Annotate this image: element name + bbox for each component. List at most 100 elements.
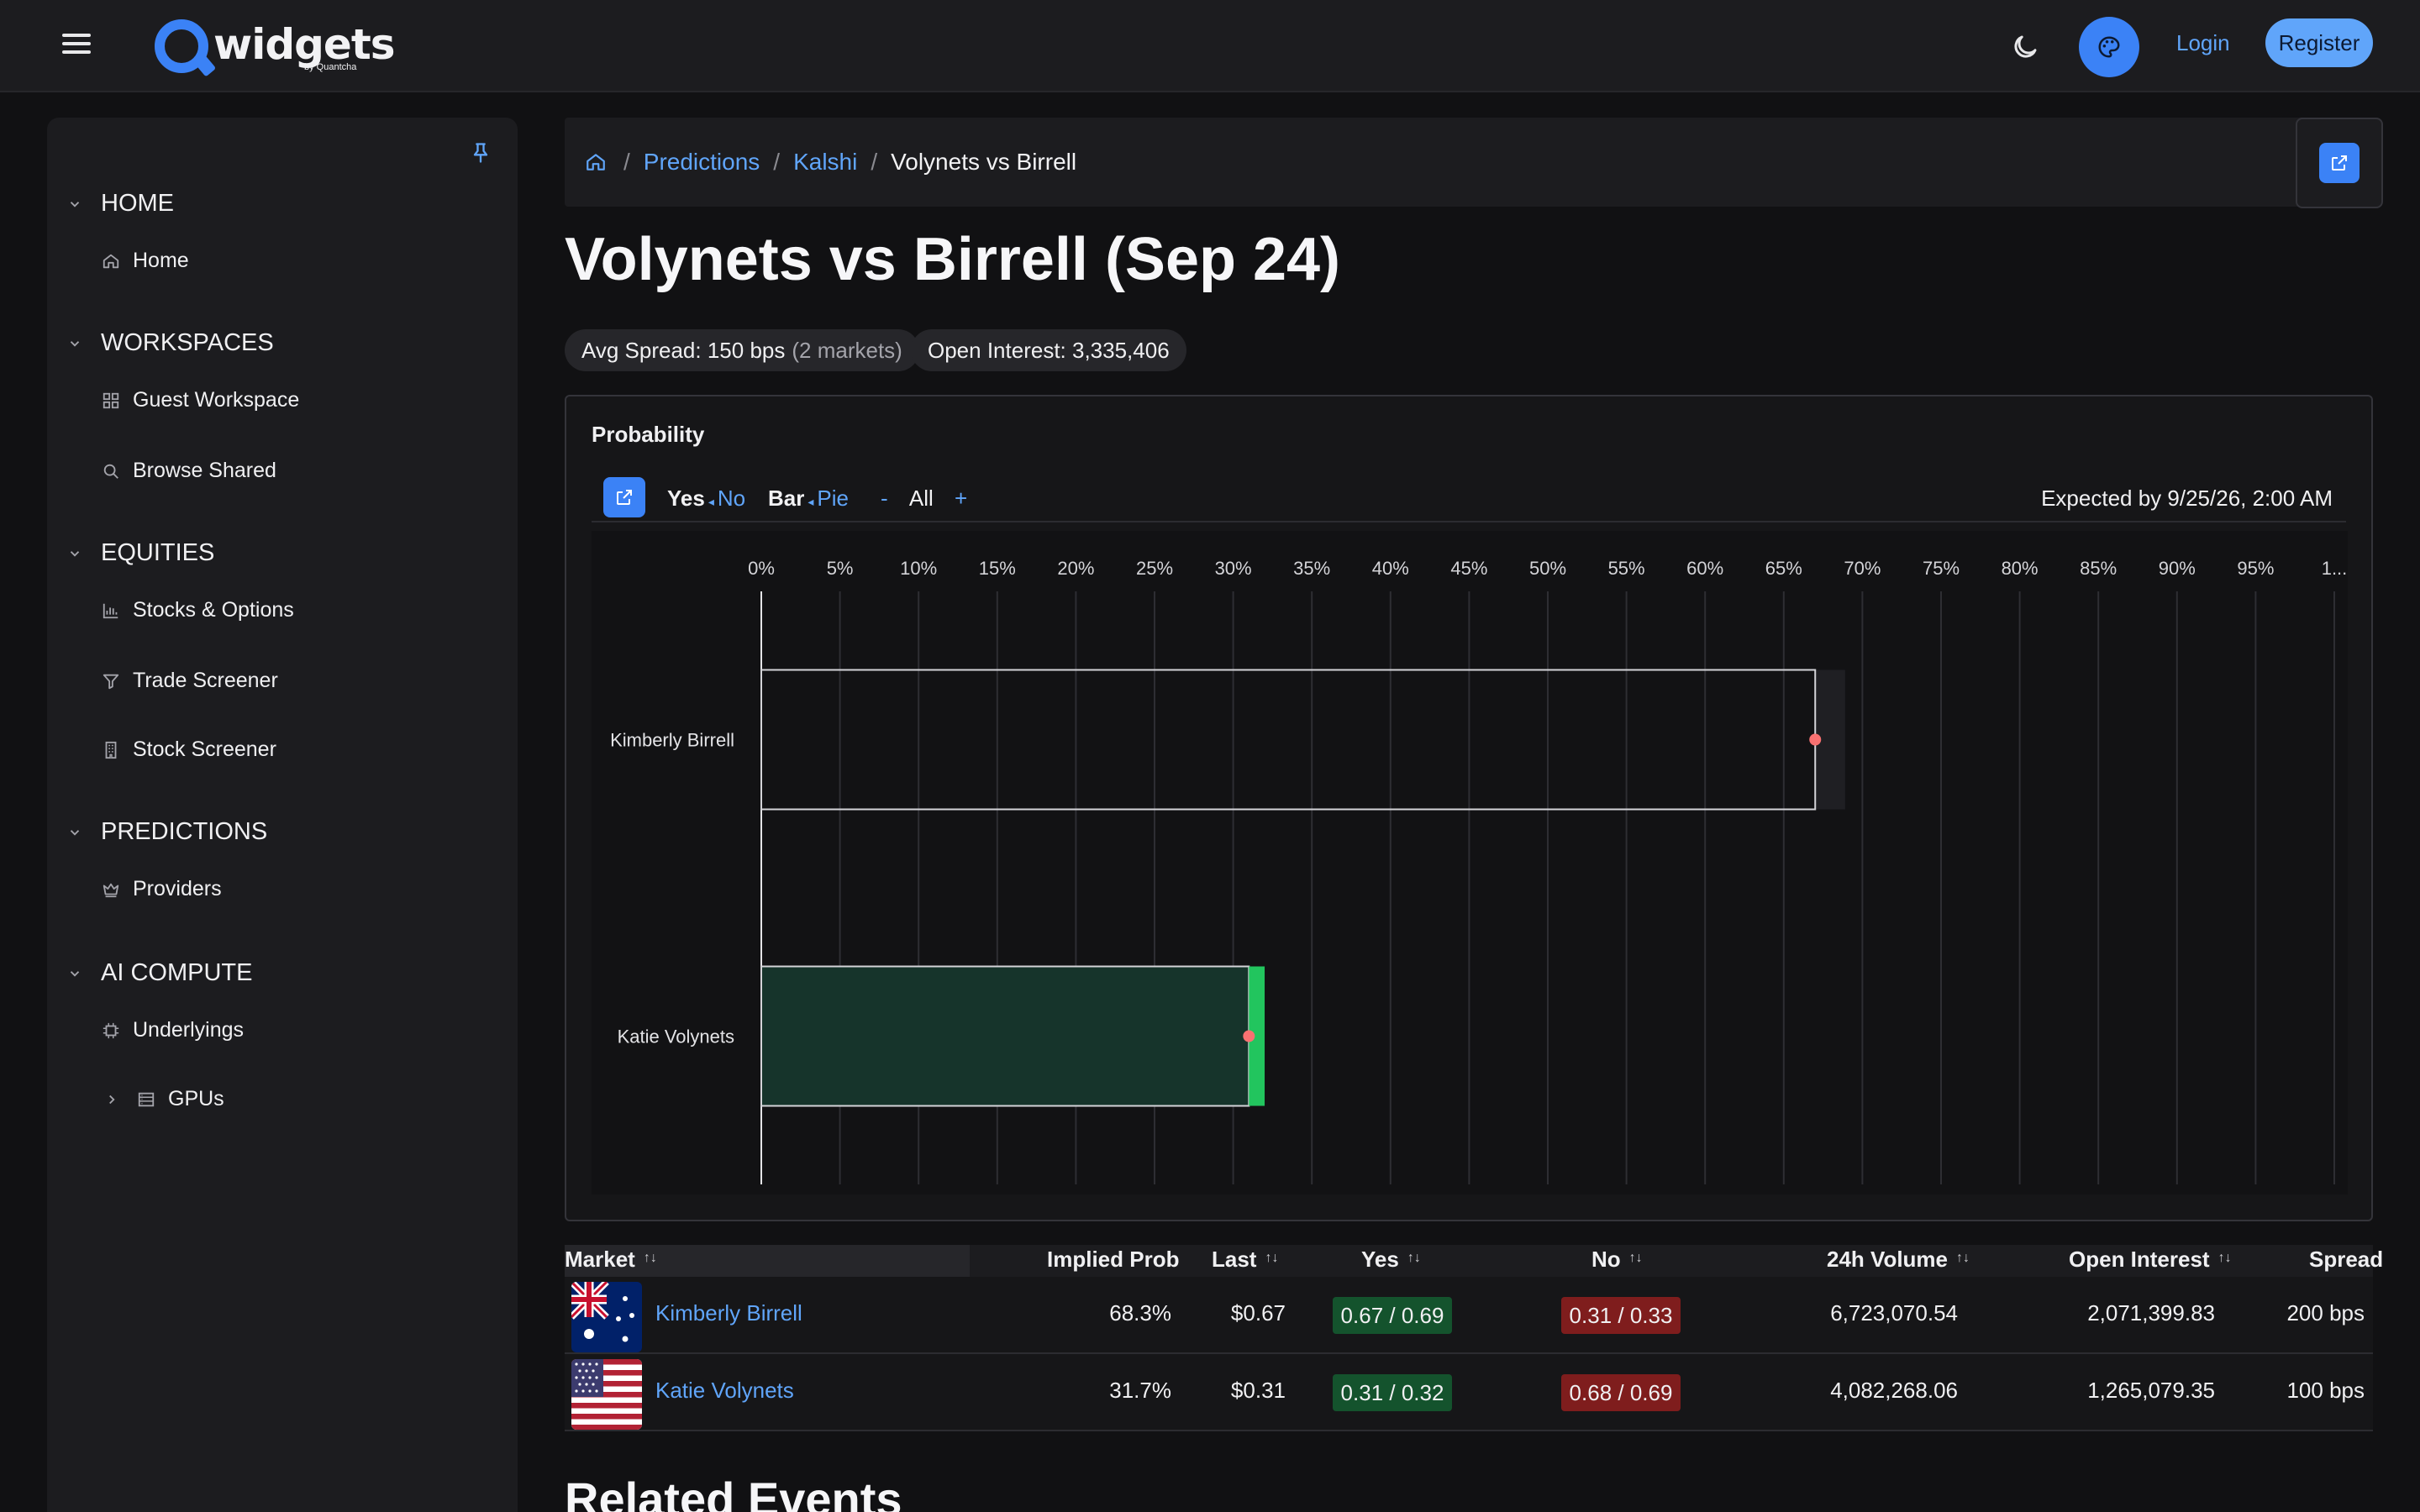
- header-no[interactable]: No ↑↓: [1591, 1247, 1643, 1272]
- section-home[interactable]: HOME: [67, 190, 174, 218]
- sidebar-item-gpus[interactable]: GPUs: [104, 1087, 224, 1111]
- x-tick-label: 35%: [1293, 558, 1330, 579]
- logo-text: widgets: [213, 20, 395, 69]
- section-predictions[interactable]: PREDICTIONS: [67, 818, 267, 846]
- x-tick-label: 85%: [2080, 558, 2117, 579]
- toggle-yes[interactable]: Yes: [667, 486, 705, 511]
- range-plus-button[interactable]: +: [955, 486, 968, 511]
- open-interest-badge: Open Interest: 3,335,406: [911, 329, 1186, 371]
- x-tick-label: 70%: [1844, 558, 1881, 579]
- chevron-down-icon: [70, 340, 80, 347]
- sidebar-item-stocks-options[interactable]: Stocks & Options: [101, 598, 294, 622]
- header-yes[interactable]: Yes ↑↓: [1361, 1247, 1421, 1272]
- breadcrumb-predictions[interactable]: Predictions: [643, 149, 760, 175]
- sidebar-item-guest-workspace[interactable]: Guest Workspace: [101, 388, 299, 412]
- pin-icon[interactable]: [469, 141, 492, 165]
- menu-icon[interactable]: [62, 34, 91, 59]
- toggle-no[interactable]: No: [717, 486, 746, 511]
- sidebar-item-label: Stock Screener: [133, 738, 276, 761]
- last-price-marker: [1243, 1030, 1255, 1042]
- section-home-title: HOME: [101, 190, 174, 217]
- breadcrumb-current: Volynets vs Birrell: [891, 149, 1077, 175]
- bar-spread-range: [1249, 966, 1265, 1106]
- section-workspaces[interactable]: WORKSPACES: [67, 329, 274, 357]
- header-open-interest[interactable]: Open Interest ↑↓: [2069, 1247, 2232, 1272]
- server-icon: [136, 1089, 156, 1110]
- search-icon: [101, 461, 121, 481]
- register-button[interactable]: Register: [2265, 18, 2373, 67]
- sidebar-item-home[interactable]: Home: [101, 249, 189, 273]
- sort-icon: ↑↓: [1628, 1251, 1643, 1265]
- x-tick-label: 45%: [1450, 558, 1487, 579]
- sidebar-item-label: GPUs: [168, 1087, 224, 1110]
- x-tick-label: 1...: [2322, 558, 2348, 579]
- breadcrumb-separator: /: [773, 149, 781, 175]
- header-market[interactable]: Market ↑↓: [565, 1247, 657, 1272]
- yes-price-badge: 0.31 / 0.32: [1333, 1374, 1452, 1411]
- section-workspaces-title: WORKSPACES: [101, 329, 274, 356]
- no-price-badge: 0.68 / 0.69: [1561, 1374, 1681, 1411]
- range-all[interactable]: All: [908, 486, 934, 511]
- sidebar-item-trade-screener[interactable]: Trade Screener: [101, 669, 278, 693]
- implied-prob-cell: 68.3%: [1109, 1300, 1171, 1326]
- card-title: Probability: [592, 422, 705, 447]
- popout-container: [2296, 118, 2383, 208]
- login-link[interactable]: Login: [2176, 30, 2230, 55]
- breadcrumb-kalshi[interactable]: Kalshi: [793, 149, 858, 175]
- logo[interactable]: widgets by Quantcha: [155, 18, 395, 74]
- section-predictions-title: PREDICTIONS: [101, 818, 268, 845]
- sidebar-item-label: Underlyings: [133, 1018, 245, 1042]
- filter-icon: [101, 671, 121, 691]
- x-tick-label: 5%: [827, 558, 854, 579]
- toggle-pie[interactable]: Pie: [817, 486, 849, 511]
- section-ai-compute[interactable]: AI COMPUTE: [67, 959, 252, 987]
- sidebar-item-providers[interactable]: Providers: [101, 877, 222, 901]
- market-name-link[interactable]: Kimberly Birrell: [655, 1300, 802, 1326]
- toggle-bar[interactable]: Bar: [768, 486, 805, 511]
- table-header: Market ↑↓ Implied Prob Last ↑↓ Yes ↑↓ No ↑↓ …: [565, 1245, 2383, 1277]
- last-price-marker: [1809, 733, 1822, 746]
- section-equities[interactable]: EQUITIES: [67, 539, 214, 567]
- volume-cell: 6,723,070.54: [1830, 1300, 1958, 1326]
- sidebar-item-label: Trade Screener: [133, 669, 278, 692]
- range-minus-button[interactable]: -: [881, 486, 888, 511]
- chart-popout-button[interactable]: [603, 477, 645, 517]
- volume-cell: 4,082,268.06: [1830, 1378, 1958, 1403]
- toggle-arrow-icon: ◂: [808, 495, 814, 508]
- table-row[interactable]: Katie Volynets 31.7% $0.31 0.31 / 0.32 0…: [565, 1354, 2373, 1431]
- x-tick-label: 10%: [900, 558, 937, 579]
- open-interest-value: Open Interest: 3,335,406: [928, 337, 1170, 363]
- sidebar-item-browse-shared[interactable]: Browse Shared: [101, 459, 276, 483]
- external-link-icon: [2332, 155, 2347, 171]
- market-name-link[interactable]: Katie Volynets: [655, 1378, 794, 1403]
- theme-palette-button[interactable]: [2079, 17, 2139, 77]
- sidebar-item-label: Guest Workspace: [133, 388, 300, 412]
- table-row[interactable]: Kimberly Birrell 68.3% $0.67 0.67 / 0.69…: [565, 1277, 2373, 1354]
- last-price-cell: $0.67: [1230, 1300, 1286, 1326]
- header-implied-prob: Implied Prob: [1047, 1247, 1180, 1272]
- home-icon[interactable]: [585, 151, 607, 173]
- x-tick-label: 0%: [748, 558, 775, 579]
- toggle-arrow-icon: ◂: [708, 495, 714, 508]
- markets-table: Market ↑↓ Implied Prob Last ↑↓ Yes ↑↓ No ↑↓ …: [565, 1245, 2383, 1431]
- avg-spread-value: Avg Spread: 150 bps: [581, 337, 786, 363]
- breadcrumb-separator: /: [871, 149, 878, 175]
- sidebar-item-underlyings[interactable]: Underlyings: [101, 1018, 244, 1042]
- section-equities-title: EQUITIES: [101, 539, 215, 566]
- australia-flag-icon: [571, 1282, 642, 1352]
- home-icon: [101, 251, 121, 271]
- x-tick-label: 25%: [1136, 558, 1173, 579]
- header-24h-volume[interactable]: 24h Volume ↑↓: [1827, 1247, 1970, 1272]
- bar: [760, 965, 1250, 1107]
- sidebar-item-label: Stocks & Options: [133, 598, 294, 622]
- sidebar-item-stock-screener[interactable]: Stock Screener: [101, 738, 276, 762]
- header-last[interactable]: Last ↑↓: [1212, 1247, 1279, 1272]
- moon-icon[interactable]: [2010, 32, 2040, 62]
- open-interest-cell: 2,071,399.83: [2087, 1300, 2215, 1326]
- market-header-bg: [565, 1245, 970, 1277]
- usa-flag-icon: [571, 1359, 642, 1430]
- x-tick-label: 90%: [2159, 558, 2196, 579]
- popout-button[interactable]: [2319, 143, 2360, 183]
- sidebar-item-label: Home: [133, 249, 189, 272]
- x-tick-label: 40%: [1372, 558, 1409, 579]
